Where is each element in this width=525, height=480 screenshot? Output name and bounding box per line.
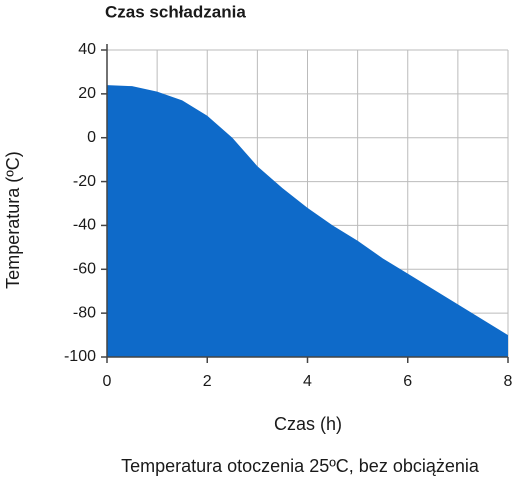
y-tick-label: 20: [78, 85, 96, 102]
area: [107, 85, 508, 357]
y-axis-label: Temperatura (ºC): [3, 151, 23, 289]
chart-title: Czas schładzania: [105, 2, 246, 21]
y-tick-label: -60: [73, 261, 96, 278]
x-tick-label: 0: [103, 373, 112, 390]
x-tick-label: 6: [403, 373, 412, 390]
x-tick-label: 4: [303, 373, 312, 390]
x-tick-label: 8: [504, 373, 513, 390]
footer: Temperatura otoczenia 25ºC, bez obciążen…: [121, 456, 480, 476]
y-tick-label: -20: [73, 173, 96, 190]
y-tick-label: -100: [64, 348, 96, 365]
y-tick-label: -80: [73, 304, 96, 321]
y-tick-label: -40: [73, 217, 96, 234]
y-tick-label: 40: [78, 41, 96, 58]
x-axis-label: Czas (h): [274, 414, 342, 434]
y-tick-label: 0: [87, 129, 96, 146]
x-tick-label: 2: [203, 373, 212, 390]
